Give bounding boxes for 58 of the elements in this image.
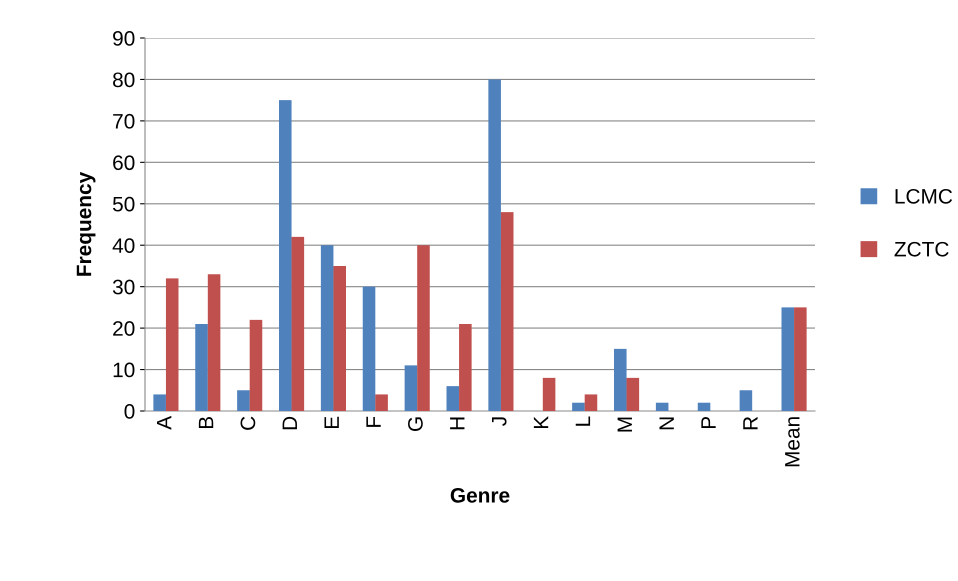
x-tick-label: D (282, 416, 297, 430)
x-tick-label: R (743, 416, 758, 430)
x-tick-label: P (701, 416, 716, 428)
bar (542, 378, 556, 411)
y-tick-label: 60 (113, 155, 134, 170)
y-tick-label: 40 (112, 238, 134, 253)
bar (584, 394, 598, 411)
x-tick-label: C (240, 416, 256, 430)
bar (794, 307, 807, 411)
x-tick-label: L (576, 416, 590, 426)
bar (333, 266, 346, 411)
bar (698, 402, 710, 411)
y-tick-label: 20 (113, 321, 134, 336)
y-tick-label: 90 (113, 31, 134, 46)
x-tick-label: M (618, 418, 632, 432)
bar (279, 100, 292, 411)
bar (572, 402, 585, 411)
x-tick-label: H (450, 418, 464, 430)
x-tick-label: B (198, 416, 214, 428)
y-tick-label: 0 (124, 404, 134, 419)
y-tick-label: 10 (114, 362, 134, 378)
bar (250, 320, 262, 411)
y-tick-label: 70 (113, 114, 134, 129)
legend-label: LCMC (896, 188, 952, 204)
bar (446, 386, 460, 411)
x-tick-label: A (156, 416, 172, 430)
bar (614, 348, 627, 411)
x-tick-label: Mean (785, 417, 800, 466)
bar (362, 286, 376, 411)
x-tick-label: N (659, 418, 674, 430)
x-tick-label: J (492, 417, 507, 426)
bar (740, 390, 752, 411)
x-tick-label: E (324, 416, 339, 428)
bar (488, 79, 501, 411)
bar (500, 212, 514, 411)
bar (208, 274, 220, 411)
x-tick-label: K (534, 416, 548, 428)
bar (292, 236, 304, 411)
bar (166, 278, 178, 411)
bar (626, 378, 640, 411)
bar (459, 324, 472, 411)
bar (656, 402, 668, 411)
bar (782, 307, 794, 411)
bar (153, 394, 166, 411)
bar (404, 365, 418, 411)
x-axis-title: Genre (450, 488, 510, 503)
y-tick-label: 30 (112, 280, 134, 294)
bar (417, 245, 430, 411)
y-axis-title: Frequency (76, 172, 96, 276)
bar (320, 245, 334, 411)
y-tick-label: 50 (112, 196, 134, 212)
bar (195, 324, 208, 411)
x-tick-label: F (366, 416, 381, 427)
bar (375, 394, 388, 411)
y-tick-label: 80 (113, 72, 134, 88)
bar (237, 390, 250, 411)
legend-label: ZCTC (894, 242, 949, 257)
x-tick-label: G (408, 417, 423, 432)
